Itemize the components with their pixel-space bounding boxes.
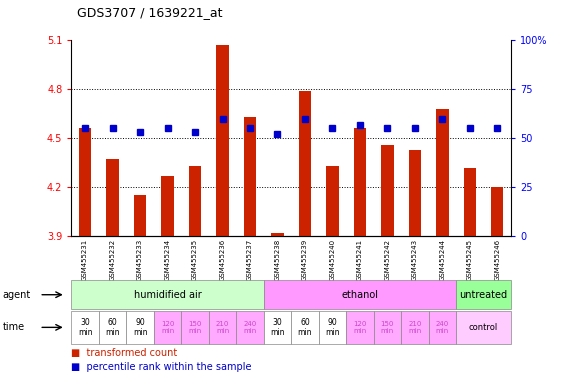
Text: 210
min: 210 min — [408, 321, 421, 334]
Bar — [401, 311, 429, 344]
Text: 120
min: 120 min — [353, 321, 367, 334]
Bar — [381, 145, 393, 236]
Bar — [154, 311, 182, 344]
Bar — [409, 150, 421, 236]
Text: control: control — [469, 323, 498, 332]
Text: 150
min: 150 min — [381, 321, 394, 334]
Text: 210
min: 210 min — [216, 321, 229, 334]
Text: untreated: untreated — [460, 290, 508, 300]
Text: ■  transformed count: ■ transformed count — [71, 348, 178, 358]
Bar — [456, 280, 511, 309]
Text: humidified air: humidified air — [134, 290, 202, 300]
Text: time: time — [3, 322, 25, 333]
Bar — [429, 311, 456, 344]
Bar — [71, 280, 264, 309]
Bar — [71, 311, 99, 344]
Bar — [189, 166, 201, 236]
Bar — [134, 195, 146, 236]
Bar — [236, 311, 264, 344]
Text: 120
min: 120 min — [161, 321, 174, 334]
Bar — [346, 311, 373, 344]
Bar — [373, 311, 401, 344]
Text: 30
min: 30 min — [78, 318, 93, 337]
Bar — [216, 45, 229, 236]
Bar — [79, 128, 91, 236]
Bar — [299, 91, 311, 236]
Bar — [106, 159, 119, 236]
Bar — [326, 166, 339, 236]
Text: 30
min: 30 min — [270, 318, 285, 337]
Bar — [491, 187, 504, 236]
Bar — [244, 117, 256, 236]
Bar — [353, 128, 366, 236]
Bar — [99, 311, 126, 344]
Bar — [456, 311, 511, 344]
Bar — [162, 176, 174, 236]
Text: agent: agent — [3, 290, 31, 300]
Bar — [464, 167, 476, 236]
Bar — [319, 311, 346, 344]
Bar — [126, 311, 154, 344]
Text: 90
min: 90 min — [133, 318, 147, 337]
Text: ethanol: ethanol — [341, 290, 379, 300]
Bar — [209, 311, 236, 344]
Text: 60
min: 60 min — [105, 318, 120, 337]
Text: ■  percentile rank within the sample: ■ percentile rank within the sample — [71, 362, 252, 372]
Bar — [291, 311, 319, 344]
Bar — [271, 233, 284, 236]
Text: 240
min: 240 min — [436, 321, 449, 334]
Bar — [182, 311, 209, 344]
Bar — [264, 280, 456, 309]
Text: 60
min: 60 min — [297, 318, 312, 337]
Text: GDS3707 / 1639221_at: GDS3707 / 1639221_at — [77, 6, 223, 19]
Bar — [264, 311, 291, 344]
Text: 240
min: 240 min — [243, 321, 256, 334]
Bar — [436, 109, 449, 236]
Text: 150
min: 150 min — [188, 321, 202, 334]
Text: 90
min: 90 min — [325, 318, 340, 337]
